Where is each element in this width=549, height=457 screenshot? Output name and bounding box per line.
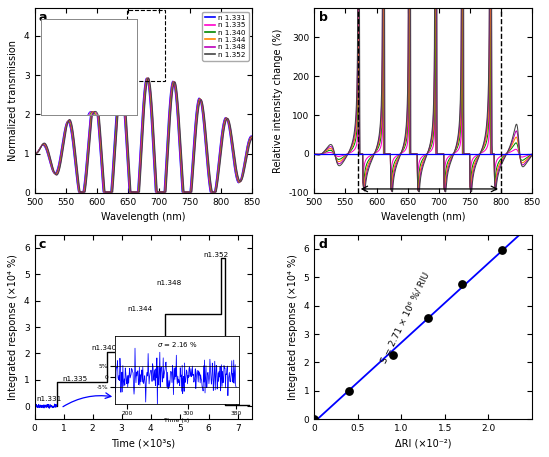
Text: b: b [318,11,328,24]
Y-axis label: Relative intensity change (%): Relative intensity change (%) [273,28,283,173]
Y-axis label: Normalized transmission: Normalized transmission [8,40,18,161]
X-axis label: Time (×10³s): Time (×10³s) [111,439,176,449]
X-axis label: ΔRI (×10⁻²): ΔRI (×10⁻²) [395,439,451,449]
Point [310,415,318,423]
Legend: n 1.331, n 1.335, n 1.340, n 1.344, n 1.348, n 1.352: n 1.331, n 1.335, n 1.340, n 1.344, n 1.… [203,12,249,61]
Y-axis label: Integrated response (×10⁴ %): Integrated response (×10⁴ %) [288,254,298,400]
Point [423,315,432,322]
Text: c: c [39,238,46,250]
Text: S = 2.71 × 10⁶ %/ RIU: S = 2.71 × 10⁶ %/ RIU [380,271,432,365]
Text: n1.348: n1.348 [156,280,182,286]
Text: a: a [39,11,47,24]
X-axis label: Wavelength (nm): Wavelength (nm) [101,212,186,222]
Text: n1.344: n1.344 [127,306,153,312]
Point [498,247,507,254]
Point [388,352,397,359]
Text: d: d [318,238,328,250]
Bar [127,11,165,81]
Text: n1.331: n1.331 [37,396,62,402]
X-axis label: Wavelength (nm): Wavelength (nm) [381,212,466,222]
Text: n1.352: n1.352 [203,252,228,258]
Y-axis label: Integrated response (×10⁴ %): Integrated response (×10⁴ %) [8,254,18,400]
Text: n1.340: n1.340 [91,345,116,351]
Point [345,387,354,394]
Text: n1.335: n1.335 [62,376,87,382]
Point [458,281,467,288]
